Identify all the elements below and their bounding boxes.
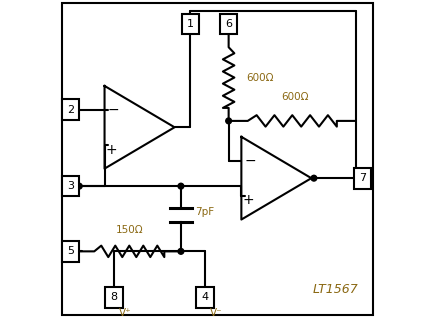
Text: 1: 1	[187, 19, 194, 29]
Text: V⁻: V⁻	[209, 308, 222, 318]
Text: −: −	[244, 154, 256, 168]
Bar	[196, 287, 213, 308]
Text: 3: 3	[67, 181, 74, 191]
Text: 150Ω: 150Ω	[116, 226, 144, 235]
Text: 8: 8	[110, 293, 117, 302]
Text: LT1567: LT1567	[312, 283, 357, 296]
Bar	[353, 168, 370, 189]
Text: 4: 4	[201, 293, 208, 302]
Text: +: +	[105, 143, 117, 157]
Text: 7: 7	[358, 173, 365, 183]
Text: V⁺: V⁺	[118, 308, 131, 318]
Bar	[219, 13, 237, 34]
Text: 5: 5	[67, 246, 74, 256]
Text: 7pF: 7pF	[195, 207, 214, 217]
Bar	[62, 176, 79, 197]
Bar	[62, 100, 79, 120]
Bar	[105, 287, 122, 308]
Circle shape	[225, 118, 231, 124]
Circle shape	[76, 183, 82, 189]
Bar	[181, 13, 199, 34]
Circle shape	[178, 183, 183, 189]
Text: 600Ω: 600Ω	[281, 92, 309, 102]
Text: +: +	[242, 193, 253, 207]
Text: 6: 6	[225, 19, 232, 29]
Text: 600Ω: 600Ω	[246, 72, 273, 83]
Bar	[62, 241, 79, 262]
Text: −: −	[107, 103, 119, 117]
Circle shape	[310, 175, 316, 181]
Text: 2: 2	[67, 105, 74, 115]
Circle shape	[178, 249, 183, 254]
